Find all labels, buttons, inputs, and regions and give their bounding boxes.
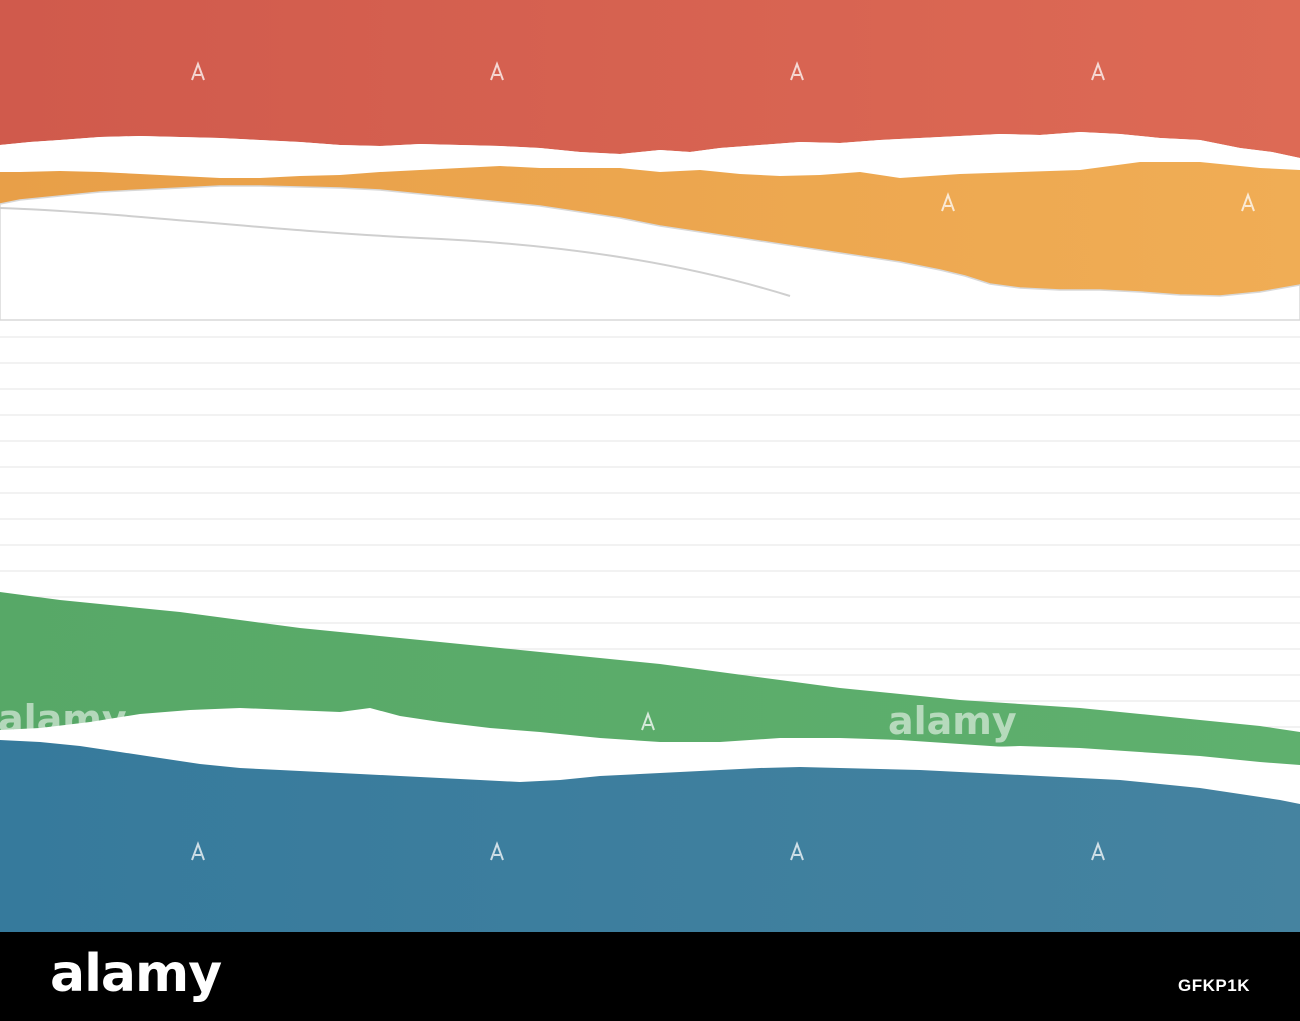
watermark-logo: alamy <box>888 699 1017 743</box>
alamy-a-icon <box>1091 61 1105 81</box>
alamy-logo: alamy <box>50 944 222 1004</box>
red-torn-strip <box>0 0 1300 158</box>
watermark-logo: alamy <box>0 697 127 741</box>
alamy-a-icon <box>1091 841 1105 861</box>
alamy-a-icon <box>191 841 205 861</box>
alamy-a-icon <box>790 61 804 81</box>
alamy-a-icon <box>941 192 955 212</box>
orange-torn-strip <box>0 162 1300 296</box>
image-code: GFKP1K <box>1178 976 1250 995</box>
red-strip-torn-edge <box>0 132 1300 178</box>
alamy-a-icon <box>641 711 655 731</box>
alamy-a-icon <box>191 61 205 81</box>
torn-curl-shadow <box>0 207 791 297</box>
lined-paper-torn-top <box>0 185 1300 321</box>
alamy-a-icon <box>1241 192 1255 212</box>
alamy-a-icon <box>790 841 804 861</box>
torn-paper-artwork: alamy alamy <box>0 0 1300 932</box>
alamy-a-icon <box>490 61 504 81</box>
stock-footer-bar: alamy GFKP1K <box>0 932 1300 1021</box>
alamy-a-icon <box>490 841 504 861</box>
blue-torn-strip <box>0 740 1300 932</box>
